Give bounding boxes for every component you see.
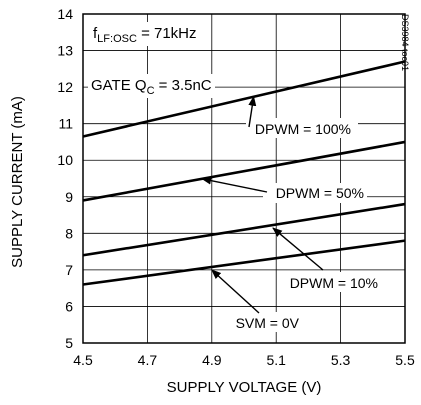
grid (82, 13, 406, 344)
plot-frame (82, 13, 406, 344)
y-axis-label: SUPPLY CURRENT (mA) (9, 96, 26, 268)
y-tick-label-2: 7 (65, 262, 73, 278)
x-tick-label-3: 5.1 (266, 352, 286, 368)
freq-annotation-bg (90, 22, 202, 46)
series-line-3 (82, 239, 406, 286)
series-label-100-arrow (248, 95, 257, 128)
frequency-annotation: fLF:OSC = 71kHz (93, 25, 197, 45)
label-bg-svm (220, 312, 302, 332)
y-tick-label-1: 6 (65, 298, 73, 314)
series-label-svm: SVM = 0V (236, 315, 300, 331)
y-tick-label-8: 13 (57, 43, 73, 59)
document-code: DS3984 toc01 (400, 14, 410, 71)
series-line-0 (82, 60, 406, 138)
series-label-50-arrow (201, 176, 268, 193)
gate-prefix: GATE Q (91, 77, 147, 94)
series-label-10-arrow (272, 227, 324, 271)
series-label-100: DPWM = 100% (255, 121, 351, 137)
label-bg-100 (246, 118, 358, 138)
series-lines (82, 60, 406, 286)
freq-value: = 71kHz (137, 25, 197, 42)
x-axis-label: SUPPLY VOLTAGE (V) (167, 379, 322, 396)
series-label-svm-arrow (211, 269, 260, 314)
y-tick-label-0: 5 (65, 335, 73, 351)
x-tick-label-2: 4.9 (202, 352, 222, 368)
tick-labels: 4.5 4.7 4.9 5.1 5.3 5.5 5 6 7 8 9 10 11 12 13 14 (57, 6, 415, 368)
gate-value: = 3.5nC (155, 77, 212, 94)
gate-subscript: C (147, 85, 155, 97)
x-tick-label-5: 5.5 (395, 352, 415, 368)
annotation-area: DPWM = 100% DPWM = 50% DPWM = 10% SVM = 0V (88, 22, 385, 332)
y-tick-label-9: 14 (57, 6, 73, 22)
y-tick-label-6: 11 (58, 116, 73, 132)
label-bg-10 (285, 272, 385, 292)
y-tick-label-4: 9 (65, 189, 73, 205)
series-line-2 (82, 202, 406, 257)
y-tick-label-7: 12 (57, 79, 73, 95)
y-tick-label-3: 8 (65, 225, 73, 241)
freq-subscript: LF:OSC (97, 33, 137, 45)
series-line-1 (82, 140, 406, 202)
gate-annotation-bg (88, 74, 215, 98)
x-tick-label-1: 4.7 (138, 352, 158, 368)
x-tick-label-0: 4.5 (73, 352, 93, 368)
x-tick-label-4: 5.3 (331, 352, 351, 368)
y-tick-label-5: 10 (57, 152, 73, 168)
label-bg-50 (263, 183, 367, 203)
gate-charge-annotation: GATE QC = 3.5nC (91, 77, 212, 97)
series-label-50: DPWM = 50% (276, 185, 364, 201)
series-label-10: DPWM = 10% (290, 275, 378, 291)
freq-prefix: f (93, 25, 98, 42)
